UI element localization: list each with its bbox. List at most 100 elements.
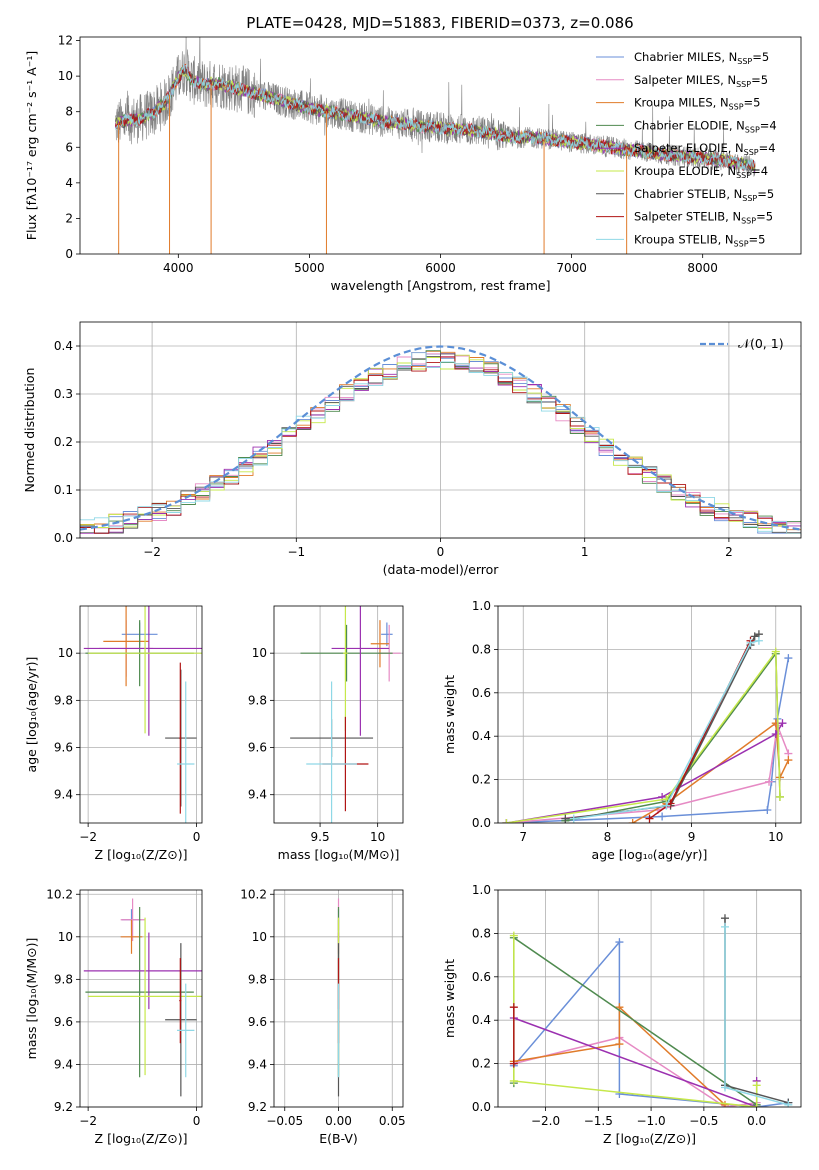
series-marker [720,914,729,923]
x-tick-label: −0.05 [266,1114,303,1128]
series-marker [569,814,578,823]
series-line [506,649,781,823]
series-marker [615,938,624,947]
y-tick-label: 10 [58,646,73,660]
x-axis-label: Z [log₁₀(Z/Z⊙)] [95,1131,188,1146]
axes-frame [79,889,203,1108]
panel-mass-vs-Z: −2 0 9.2 9.4 9.6 9.8 10 10.2 Z [log₁₀(Z/Z⊙)] mass… [24,887,203,1146]
y-tick-label: 10.2 [240,887,267,901]
panel-spectrum: 4000 5000 6000 7000 8000 0 2 4 6 8 10 12 wavelength … [24,34,802,293]
legend-text: Chabrier ELODIE, N [634,118,745,132]
panel-age-vs-Z: −2 0 9.4 9.6 9.8 10 Z [log₁₀(Z/Z⊙)] age [log₁₀(… [24,605,203,862]
y-axis-label: mass [log₁₀(M/M⊙)] [24,938,39,1060]
legend-entry: Kroupa ELODIE, NSSP=4 [634,164,768,180]
x-axis-label: Z [log₁₀(Z/Z⊙)] [603,1131,696,1146]
legend-entry: Chabrier ELODIE, NSSP=4 [634,118,777,134]
series-marker [750,632,759,641]
x-tick-label: −1.0 [637,1114,666,1128]
series-line [513,936,758,1106]
legend-tail: =5 [756,210,773,224]
x-axis-label: Z [log₁₀(Z/Z⊙)] [95,847,188,862]
y-tick-label: 10 [252,930,267,944]
legend-entry: Chabrier STELIB, NSSP=5 [634,187,774,203]
legend-tail: =5 [751,73,768,87]
y-tick-label: 0.4 [472,1013,491,1027]
y-tick-label: 1.0 [472,599,491,613]
grid [498,889,801,1108]
histogram-kroupa-stelib [80,352,801,534]
x-tick-label: −2 [143,545,161,559]
y-axis-label: Flux [fλ10⁻¹⁷ erg cm⁻² s⁻¹ A⁻¹] [24,51,39,240]
grid [80,890,202,1108]
legend-text: Salpeter STELIB, N [634,210,741,224]
x-tick-label: 8000 [687,261,718,275]
legend-tail: =5 [744,96,761,110]
y-tick-label: 10 [58,69,73,83]
y-tick-label: 0.6 [472,686,491,700]
grid [274,606,403,823]
series-marker [771,647,780,656]
panel-residuals: −2 −1 0 1 2 0.0 0.1 0.2 0.3 0.4 (data-model)/error… [22,321,802,577]
y-tick-label: 0.4 [54,339,73,353]
y-tick-label: 0.3 [54,387,73,401]
legend-tail: =4 [760,118,777,132]
series-marker [784,756,793,765]
legend-text: Salpeter MILES, N [634,73,736,87]
series-marker [752,1103,761,1107]
series-marker [720,1083,729,1092]
axes-frame [79,36,802,255]
legend-sub: SSP [745,125,760,134]
y-tick-label: 0.4 [472,729,491,743]
x-axis-label: wavelength [Angstrom, rest frame] [330,278,550,293]
y-tick-label: 0.0 [472,1100,491,1114]
model-spectrum [115,64,756,172]
panel-weight-vs-Z: −2.0 −1.5 −1.0 −0.5 0.0 0.0 0.2 0.4 0.6 0.8 1.0 Z [… [442,883,802,1146]
figure-title: PLATE=0428, MJD=51883, FIBERID=0373, z=0… [246,14,633,32]
plot-area [83,606,202,823]
y-axis-label: mass weight [442,959,457,1038]
series-marker [754,636,763,645]
x-tick-label: 0.00 [325,1114,352,1128]
series-line [513,1036,757,1107]
x-tick-label: 0.0 [747,1114,766,1128]
legend-tail: =4 [759,141,776,155]
series-marker [509,931,518,940]
grid [498,605,801,824]
axes-frame [79,321,802,539]
series-marker [778,719,787,728]
legend-entry: 𝒩(0, 1) [738,336,784,351]
x-tick-label: 7000 [556,261,587,275]
series-marker [763,805,772,814]
plot-area [509,914,793,1107]
series-marker [615,1040,624,1049]
plot-area [290,606,401,823]
y-tick-label: 0.8 [472,642,491,656]
legend-sub: SSP [729,103,744,112]
legend-entry: Salpeter STELIB, NSSP=5 [634,210,773,226]
x-tick-label: 10 [768,830,783,844]
x-tick-label: 5000 [294,261,325,275]
legend-tail: =5 [752,50,769,64]
series-marker [784,1100,793,1107]
x-tick-label: 6000 [425,261,456,275]
series-marker [509,1003,518,1012]
panel-age-vs-mass: 9.5 10 9.4 9.6 9.8 10 mass [log₁₀(M/M⊙)] [248,605,404,862]
x-tick-label: 9.5 [311,830,330,844]
x-tick-label: −0.5 [689,1114,718,1128]
plot-area [83,898,202,1097]
series-line [573,639,760,820]
series-marker [561,814,570,823]
axes-frame [273,605,404,824]
x-axis-label: (data-model)/error [383,562,500,577]
axes-frame [273,889,404,1108]
y-axis-label: mass weight [442,675,457,754]
y-tick-label: 6 [65,140,73,154]
x-tick-label: 2 [725,545,733,559]
series-line [649,640,752,820]
legend-entry: Chabrier MILES, NSSP=5 [634,50,769,66]
x-tick-label: 0 [193,1114,201,1128]
series-line [565,651,781,822]
series-marker [720,922,729,931]
legend-sub: SSP [742,194,757,203]
y-tick-label: 1.0 [472,883,491,897]
